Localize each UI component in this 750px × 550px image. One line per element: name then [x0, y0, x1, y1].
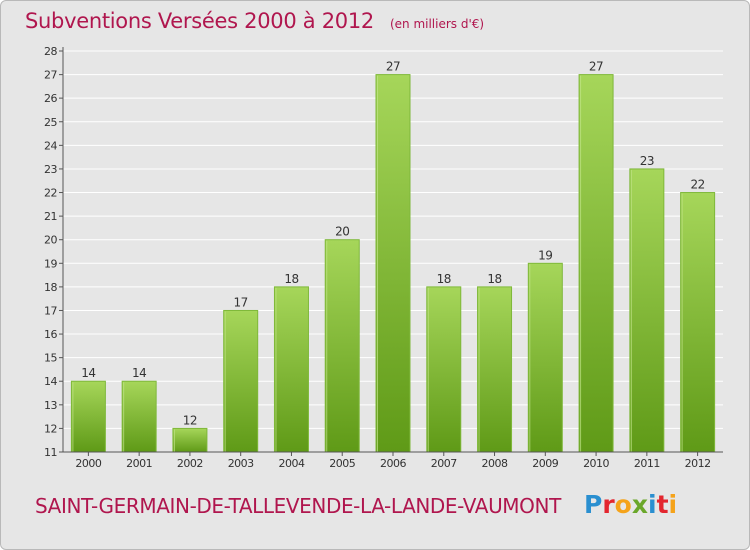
y-tick-label: 28 [44, 45, 57, 58]
x-tick-label: 2009 [532, 457, 558, 470]
data-label: 19 [538, 248, 552, 262]
bar [70, 380, 106, 453]
x-tick-label: 2001 [126, 457, 152, 470]
x-tick-label: 2002 [177, 457, 203, 470]
bar [477, 286, 513, 453]
x-tick-label: 2004 [278, 457, 304, 470]
y-tick-label: 14 [44, 375, 57, 388]
data-label: 22 [690, 178, 704, 192]
logo-letter: i [648, 490, 657, 519]
proxiti-logo[interactable]: Proxiti [584, 490, 677, 519]
x-tick-label: 2012 [685, 457, 711, 470]
bar [578, 74, 614, 453]
bar [121, 380, 157, 453]
data-label: 17 [234, 295, 248, 309]
logo-letter: x [631, 490, 648, 519]
y-tick-label: 19 [44, 257, 57, 270]
y-tick-label: 22 [44, 187, 57, 200]
x-tick-label: 2011 [634, 457, 660, 470]
y-tick-label: 26 [44, 92, 57, 105]
y-tick-label: 23 [44, 163, 57, 176]
commune-name: SAINT-GERMAIN-DE-TALLEVENDE-LA-LANDE-VAU… [35, 494, 561, 518]
x-tick-label: 2007 [431, 457, 457, 470]
bar [324, 239, 360, 453]
x-tick-label: 2008 [482, 457, 508, 470]
chart-title: Subventions Versées 2000 à 2012 [25, 9, 374, 33]
y-tick-label: 13 [44, 399, 57, 412]
bar [172, 427, 208, 453]
data-label: 27 [386, 60, 400, 74]
data-label: 20 [335, 225, 349, 239]
x-tick-label: 2006 [380, 457, 406, 470]
bar [426, 286, 462, 453]
bar [629, 168, 665, 453]
bar [273, 286, 309, 453]
data-label: 14 [81, 366, 95, 380]
x-tick-label: 2005 [329, 457, 355, 470]
logo-letter: t [656, 490, 669, 519]
logo-letter: i [668, 490, 678, 519]
logo-letter: o [614, 490, 632, 519]
x-tick-label: 2000 [75, 457, 101, 470]
data-label: 12 [183, 413, 197, 427]
data-label: 18 [487, 272, 501, 286]
logo-letter: P [584, 490, 603, 519]
title-row: Subventions Versées 2000 à 2012 (en mill… [25, 9, 484, 33]
bar [375, 74, 411, 453]
bar [223, 309, 259, 453]
logo-letter: r [602, 490, 615, 519]
data-label: 27 [589, 60, 603, 74]
y-tick-label: 27 [44, 69, 57, 82]
y-tick-label: 11 [44, 446, 57, 459]
data-label: 23 [640, 154, 654, 168]
data-label: 14 [132, 366, 146, 380]
y-tick-label: 21 [44, 210, 57, 223]
y-tick-label: 16 [44, 328, 57, 341]
bar [527, 262, 563, 453]
data-label: 18 [284, 272, 298, 286]
y-tick-label: 18 [44, 281, 57, 294]
y-tick-label: 20 [44, 234, 57, 247]
x-tick-label: 2003 [228, 457, 254, 470]
y-tick-label: 17 [44, 304, 57, 317]
y-tick-label: 25 [44, 116, 57, 129]
y-tick-label: 24 [44, 139, 57, 152]
bar [680, 192, 716, 453]
x-tick-label: 2010 [583, 457, 609, 470]
y-tick-label: 12 [44, 422, 57, 435]
chart-subtitle: (en milliers d'€) [389, 17, 485, 31]
data-label: 18 [437, 272, 451, 286]
y-tick-label: 15 [44, 352, 57, 365]
